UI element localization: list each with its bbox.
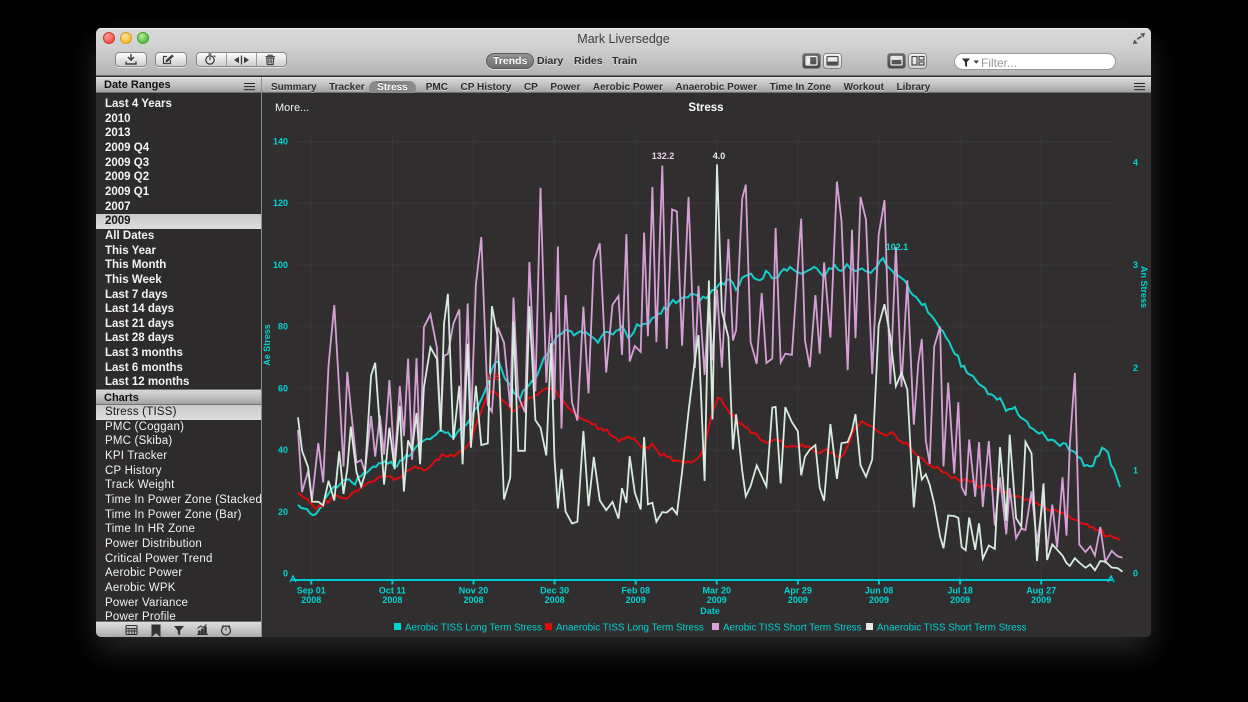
svg-text:0: 0: [283, 569, 288, 579]
svg-text:2009: 2009: [707, 595, 727, 605]
svg-text:3: 3: [1133, 260, 1138, 270]
svg-text:Apr 29: Apr 29: [784, 586, 812, 596]
svg-text:102.1: 102.1: [886, 242, 909, 252]
svg-text:120: 120: [273, 198, 288, 208]
svg-text:Anaerobic TISS Long Term Stres: Anaerobic TISS Long Term Stress: [556, 623, 704, 634]
svg-text:132.2: 132.2: [652, 151, 675, 161]
svg-text:Aerobic TISS Short Term Stress: Aerobic TISS Short Term Stress: [723, 623, 862, 634]
svg-text:Aug 27: Aug 27: [1026, 586, 1056, 596]
svg-text:2009: 2009: [950, 595, 970, 605]
svg-text:Date: Date: [700, 606, 720, 616]
svg-text:40: 40: [278, 445, 288, 455]
svg-text:Aerobic TISS Long Term Stress: Aerobic TISS Long Term Stress: [405, 623, 542, 634]
svg-text:0: 0: [1133, 569, 1138, 579]
svg-text:Jun 08: Jun 08: [865, 586, 894, 596]
svg-text:2008: 2008: [545, 595, 565, 605]
svg-text:Stress: Stress: [688, 102, 723, 114]
svg-text:Anaerobic TISS Short Term Stre: Anaerobic TISS Short Term Stress: [877, 623, 1026, 634]
svg-text:4: 4: [1133, 157, 1138, 167]
svg-text:2009: 2009: [788, 595, 808, 605]
svg-text:20: 20: [278, 507, 288, 517]
svg-text:4.0: 4.0: [713, 151, 726, 161]
svg-text:2008: 2008: [301, 595, 321, 605]
svg-text:Nov 20: Nov 20: [459, 586, 489, 596]
svg-text:More...: More...: [275, 102, 309, 114]
svg-text:60: 60: [278, 383, 288, 393]
svg-text:2009: 2009: [869, 595, 889, 605]
svg-text:An Stress: An Stress: [1139, 266, 1149, 308]
svg-text:100: 100: [273, 260, 288, 270]
svg-text:2009: 2009: [626, 595, 646, 605]
svg-text:1.8: 1.8: [487, 372, 500, 382]
svg-text:140: 140: [273, 137, 288, 147]
svg-text:Jul 18: Jul 18: [947, 586, 973, 596]
svg-text:Mar 20: Mar 20: [703, 586, 732, 596]
svg-text:2008: 2008: [463, 595, 483, 605]
svg-text:2008: 2008: [382, 595, 402, 605]
svg-text:1: 1: [1133, 466, 1138, 476]
svg-text:Oct 11: Oct 11: [379, 586, 406, 596]
svg-text:Feb 08: Feb 08: [621, 586, 650, 596]
svg-text:Dec 30: Dec 30: [540, 586, 569, 596]
svg-text:Sep 01: Sep 01: [297, 586, 326, 596]
svg-text:2009: 2009: [1031, 595, 1051, 605]
svg-text:2: 2: [1133, 363, 1138, 373]
svg-text:Ae Stress: Ae Stress: [262, 324, 272, 366]
svg-text:80: 80: [278, 322, 288, 332]
